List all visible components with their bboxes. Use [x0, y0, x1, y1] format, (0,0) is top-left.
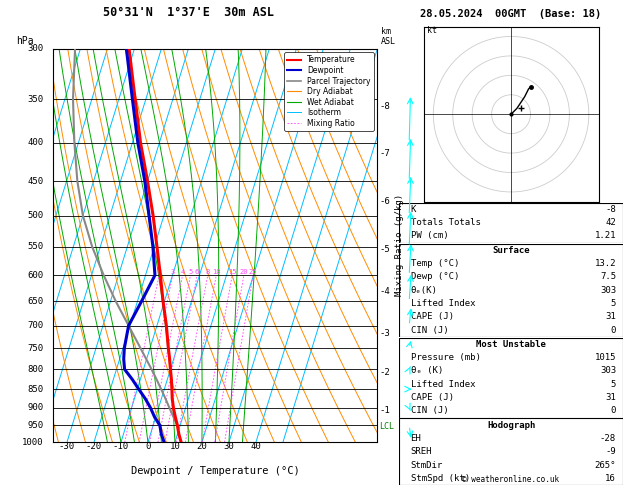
Text: 7.5: 7.5: [600, 272, 616, 281]
Text: Lifted Index: Lifted Index: [411, 299, 475, 308]
Text: 450: 450: [28, 177, 44, 186]
Text: θₑ (K): θₑ (K): [411, 366, 443, 376]
Text: 30: 30: [223, 442, 235, 451]
Text: 1.21: 1.21: [594, 231, 616, 241]
Text: 650: 650: [28, 297, 44, 306]
Text: -1: -1: [379, 406, 390, 415]
Text: 5: 5: [611, 299, 616, 308]
Text: CIN (J): CIN (J): [411, 326, 448, 334]
Text: 50°31'N  1°37'E  30m ASL: 50°31'N 1°37'E 30m ASL: [103, 6, 274, 19]
Text: 265°: 265°: [594, 461, 616, 469]
Text: CIN (J): CIN (J): [411, 406, 448, 416]
Text: 8: 8: [206, 269, 210, 275]
Text: 15: 15: [228, 269, 237, 275]
Text: kt: kt: [428, 26, 438, 35]
Text: 10: 10: [212, 269, 221, 275]
Text: 303: 303: [600, 286, 616, 295]
Text: 950: 950: [28, 421, 44, 430]
Text: StmSpd (kt): StmSpd (kt): [411, 474, 470, 483]
Text: -9: -9: [605, 447, 616, 456]
Text: -8: -8: [605, 205, 616, 214]
Text: 0: 0: [145, 442, 150, 451]
Text: km
ASL: km ASL: [381, 27, 396, 46]
Text: Lifted Index: Lifted Index: [411, 380, 475, 389]
Text: LCL: LCL: [379, 422, 394, 431]
Text: -10: -10: [113, 442, 129, 451]
Text: Most Unstable: Most Unstable: [476, 340, 546, 349]
Text: 400: 400: [28, 138, 44, 147]
Text: Surface: Surface: [493, 246, 530, 255]
Text: 16: 16: [605, 474, 616, 483]
Text: 900: 900: [28, 403, 44, 412]
Text: 10: 10: [170, 442, 181, 451]
Text: -20: -20: [86, 442, 102, 451]
Text: 700: 700: [28, 321, 44, 330]
Text: Dewp (°C): Dewp (°C): [411, 272, 459, 281]
Text: 13.2: 13.2: [594, 259, 616, 268]
Text: CAPE (J): CAPE (J): [411, 312, 454, 321]
Text: PW (cm): PW (cm): [411, 231, 448, 241]
Text: 25: 25: [249, 269, 257, 275]
Text: -6: -6: [379, 197, 390, 206]
Text: Temp (°C): Temp (°C): [411, 259, 459, 268]
Text: 31: 31: [605, 393, 616, 402]
Text: 0: 0: [611, 326, 616, 334]
Text: 850: 850: [28, 384, 44, 394]
Text: K: K: [411, 205, 416, 214]
Text: 3: 3: [170, 269, 175, 275]
Text: 303: 303: [600, 366, 616, 376]
Text: SREH: SREH: [411, 447, 432, 456]
Text: 0: 0: [611, 406, 616, 416]
Text: Totals Totals: Totals Totals: [411, 218, 481, 227]
Text: θₑ(K): θₑ(K): [411, 286, 437, 295]
Legend: Temperature, Dewpoint, Parcel Trajectory, Dry Adiabat, Wet Adiabat, Isotherm, Mi: Temperature, Dewpoint, Parcel Trajectory…: [284, 52, 374, 131]
Text: CAPE (J): CAPE (J): [411, 393, 454, 402]
Text: 300: 300: [28, 44, 44, 53]
Text: 1015: 1015: [594, 353, 616, 362]
Text: 5: 5: [188, 269, 192, 275]
Text: -5: -5: [379, 244, 390, 254]
Text: 5: 5: [611, 380, 616, 389]
Text: 600: 600: [28, 271, 44, 280]
Text: 6: 6: [195, 269, 199, 275]
Text: -28: -28: [600, 434, 616, 443]
Text: StmDir: StmDir: [411, 461, 443, 469]
Text: 500: 500: [28, 211, 44, 220]
Text: Mixing Ratio (g/kg): Mixing Ratio (g/kg): [395, 194, 404, 296]
Text: -4: -4: [379, 287, 390, 296]
Text: EH: EH: [411, 434, 421, 443]
Text: 750: 750: [28, 344, 44, 353]
Text: 40: 40: [250, 442, 261, 451]
Text: -8: -8: [379, 102, 390, 111]
Text: 2: 2: [157, 269, 161, 275]
Text: 42: 42: [605, 218, 616, 227]
Text: © weatheronline.co.uk: © weatheronline.co.uk: [462, 474, 560, 484]
Text: 550: 550: [28, 243, 44, 251]
Text: 31: 31: [605, 312, 616, 321]
Text: 20: 20: [196, 442, 208, 451]
Text: -30: -30: [59, 442, 75, 451]
Text: -2: -2: [379, 368, 390, 377]
Text: 20: 20: [240, 269, 248, 275]
Text: Dewpoint / Temperature (°C): Dewpoint / Temperature (°C): [131, 466, 300, 476]
Text: 28.05.2024  00GMT  (Base: 18): 28.05.2024 00GMT (Base: 18): [420, 9, 602, 19]
Text: -7: -7: [379, 149, 390, 157]
Text: 350: 350: [28, 94, 44, 104]
Text: 800: 800: [28, 365, 44, 374]
Text: Pressure (mb): Pressure (mb): [411, 353, 481, 362]
Text: Hodograph: Hodograph: [487, 421, 535, 430]
Text: 1000: 1000: [22, 438, 44, 447]
Text: -3: -3: [379, 329, 390, 338]
Text: 4: 4: [181, 269, 185, 275]
Text: hPa: hPa: [16, 36, 33, 46]
